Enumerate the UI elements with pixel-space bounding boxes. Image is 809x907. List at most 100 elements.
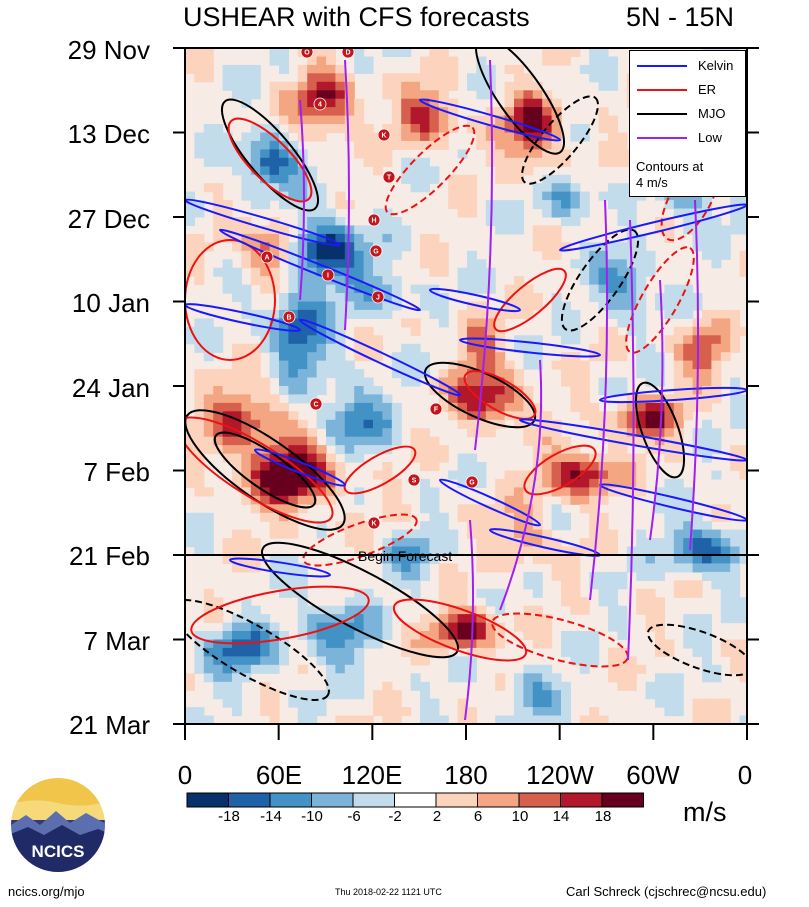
shear-cell (316, 453, 327, 463)
shear-cell (410, 140, 421, 150)
shear-cell (608, 571, 618, 581)
shear-cell (448, 546, 459, 556)
shear-cell (222, 681, 233, 691)
shear-cell (730, 647, 741, 657)
shear-cell (316, 326, 327, 336)
shear-cell (222, 664, 233, 674)
shear-cell (382, 284, 393, 294)
shear-cell (561, 453, 571, 463)
shear-cell (241, 81, 252, 91)
shear-cell (429, 639, 440, 649)
shear-cell (363, 140, 374, 150)
shear-cell (269, 690, 280, 700)
shear-cell (683, 369, 694, 379)
shear-cell (551, 555, 562, 565)
shear-cell (326, 208, 336, 218)
shear-cell (532, 124, 543, 134)
shear-cell (579, 360, 590, 370)
shear-cell (316, 377, 327, 387)
shear-cell (608, 276, 618, 286)
shear-cell (514, 293, 524, 303)
shear-cell (438, 301, 449, 311)
shear-cell (438, 453, 449, 463)
shear-cell (250, 428, 261, 438)
shear-cell (514, 107, 524, 117)
shear-cell (739, 419, 747, 429)
shear-cell (297, 293, 308, 303)
shear-cell (373, 267, 383, 277)
low-contour (627, 219, 635, 661)
shear-cell (203, 664, 214, 674)
shear-cell (514, 504, 524, 514)
shear-cell (185, 64, 195, 74)
footer-website[interactable]: ncics.org/mjo (8, 884, 85, 899)
shear-cell (438, 56, 449, 66)
shear-cell (335, 436, 346, 446)
shear-cell (457, 174, 468, 184)
shear-cell (307, 217, 318, 227)
shear-cell (438, 402, 449, 412)
shear-cell (382, 681, 393, 691)
shear-cell (363, 284, 374, 294)
shear-cell (673, 495, 684, 505)
shear-cell (250, 487, 261, 497)
shear-cell (485, 555, 496, 565)
wave-contour (185, 409, 346, 531)
shear-cell (514, 487, 524, 497)
shear-cell (316, 90, 327, 100)
shear-cell (523, 124, 534, 134)
shear-cell (720, 614, 731, 624)
shear-cell (307, 259, 318, 269)
legend-item-mjo: MJO (630, 105, 745, 125)
shear-cell (354, 326, 365, 336)
shear-cell (485, 326, 496, 336)
shear-cell (250, 90, 261, 100)
shear-cell (232, 166, 242, 176)
shear-cell (185, 521, 195, 531)
shear-cell (382, 512, 393, 522)
shear-cell (551, 107, 562, 117)
shear-cell (664, 419, 675, 429)
shear-cell (655, 369, 665, 379)
shear-cell (335, 81, 346, 91)
shear-cell (373, 428, 383, 438)
shear-cell (429, 377, 440, 387)
shear-cell (250, 478, 261, 488)
shear-cell (344, 73, 355, 83)
shear-cell (307, 242, 318, 252)
shear-cell (297, 487, 308, 497)
colorbar-swatch (560, 792, 603, 808)
shear-cell (391, 81, 402, 91)
shear-cell (711, 335, 722, 345)
shear-cell (626, 208, 637, 218)
shear-cell (438, 64, 449, 74)
shear-cell (429, 90, 440, 100)
shear-cell (354, 335, 365, 345)
shear-cell (401, 571, 412, 581)
shear-cell (391, 571, 402, 581)
shear-cell (457, 352, 468, 362)
ncics-logo[interactable]: NCICS (8, 775, 108, 875)
shear-cell (532, 698, 543, 708)
shear-cell (382, 563, 393, 573)
shear-cell (664, 233, 675, 243)
shear-cell (241, 140, 252, 150)
shear-cell (307, 309, 318, 319)
legend-label: MJO (698, 106, 726, 121)
shear-cell (504, 157, 515, 167)
shear-cell (495, 529, 506, 539)
shear-cell (203, 352, 214, 362)
shear-cell (203, 436, 214, 446)
shear-cell (279, 428, 289, 438)
shear-cell (673, 352, 684, 362)
shear-cell (354, 267, 365, 277)
shear-cell (194, 335, 205, 345)
shear-cell (288, 157, 299, 167)
shear-cell (711, 470, 722, 480)
shear-cell (636, 529, 647, 539)
shear-cell (504, 495, 515, 505)
shear-cell (401, 115, 412, 125)
shear-cell (354, 639, 365, 649)
shear-cell (702, 673, 712, 683)
shear-cell (702, 538, 712, 548)
